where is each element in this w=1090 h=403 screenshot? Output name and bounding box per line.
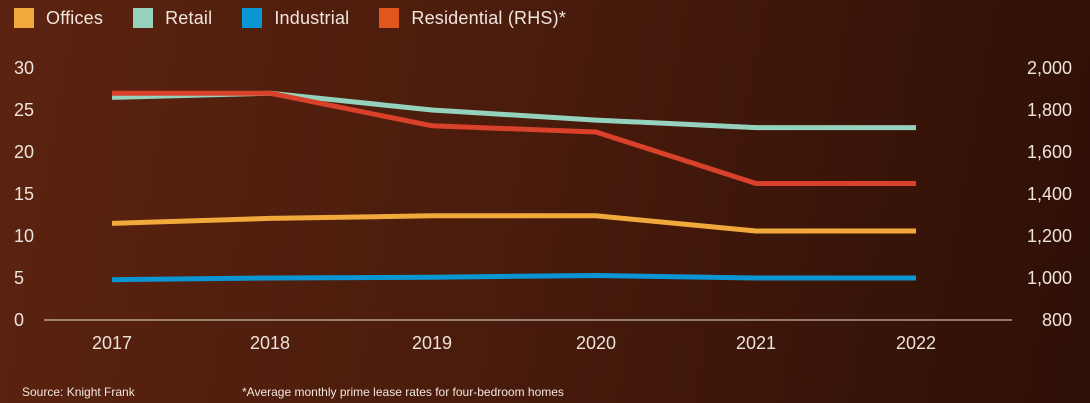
left-axis-tick-label: 15	[14, 184, 34, 204]
legend-label-retail: Retail	[165, 7, 213, 28]
legend-swatch-residential	[379, 8, 400, 28]
right-axis-tick-label: 1,400	[1027, 184, 1072, 204]
left-axis-tick-label: 20	[14, 142, 34, 162]
left-axis-tick-label: 30	[14, 58, 34, 78]
x-axis-tick-label: 2020	[576, 333, 616, 353]
x-axis-tick-label: 2021	[736, 333, 776, 353]
legend-item-offices: Offices	[14, 8, 103, 29]
left-axis-tick-label: 5	[14, 268, 24, 288]
x-axis-tick-label: 2018	[250, 333, 290, 353]
left-axis-tick-label: 25	[14, 100, 34, 120]
series-line-residential-rhs	[112, 90, 916, 186]
series-line-retail	[111, 90, 916, 131]
right-axis-tick-label: 1,600	[1027, 142, 1072, 162]
right-axis-tick-label: 1,000	[1027, 268, 1072, 288]
legend: Offices Retail Industrial Residential (R…	[14, 6, 596, 30]
legend-item-industrial: Industrial	[242, 8, 349, 29]
legend-swatch-offices	[14, 8, 34, 28]
legend-swatch-industrial	[242, 8, 263, 28]
legend-item-retail: Retail	[133, 8, 212, 29]
legend-item-residential: Residential (RHS)*	[379, 8, 566, 29]
source-note: Source: Knight Frank	[22, 385, 135, 399]
legend-label-residential: Residential (RHS)*	[411, 7, 567, 28]
footnote: *Average monthly prime lease rates for f…	[242, 385, 564, 399]
legend-swatch-retail	[133, 8, 154, 28]
left-axis-tick-label: 10	[14, 226, 34, 246]
right-axis-tick-label: 2,000	[1027, 58, 1072, 78]
right-axis-tick-label: 1,800	[1027, 100, 1072, 120]
legend-label-industrial: Industrial	[274, 7, 350, 28]
series-line-offices	[111, 213, 916, 234]
series-line-industrial	[111, 273, 916, 283]
x-axis-tick-label: 2022	[896, 333, 936, 353]
legend-label-offices: Offices	[46, 7, 104, 28]
x-axis-tick-label: 2017	[92, 333, 132, 353]
left-axis-tick-label: 0	[14, 310, 24, 330]
right-axis-tick-label: 800	[1042, 310, 1072, 330]
x-axis-tick-label: 2019	[412, 333, 452, 353]
right-axis-tick-label: 1,200	[1027, 226, 1072, 246]
